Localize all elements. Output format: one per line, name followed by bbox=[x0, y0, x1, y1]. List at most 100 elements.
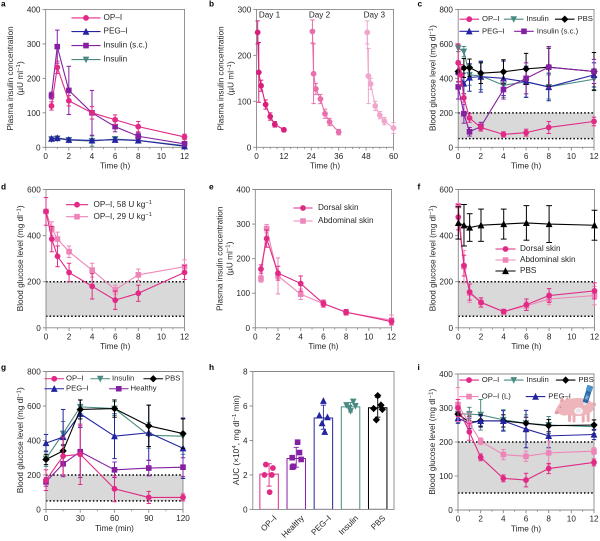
svg-text:0: 0 bbox=[246, 324, 251, 333]
svg-text:Time (h): Time (h) bbox=[511, 524, 541, 533]
svg-text:100: 100 bbox=[238, 97, 252, 106]
svg-text:200: 200 bbox=[238, 51, 252, 60]
svg-text:Insulin (s.c.): Insulin (s.c.) bbox=[104, 41, 148, 50]
svg-text:600: 600 bbox=[27, 185, 41, 194]
svg-text:300: 300 bbox=[439, 404, 453, 413]
svg-text:a: a bbox=[1, 0, 6, 9]
svg-text:36: 36 bbox=[334, 152, 344, 161]
svg-text:OP–I: OP–I bbox=[482, 375, 500, 384]
svg-text:Dorsal skin: Dorsal skin bbox=[520, 244, 561, 253]
svg-text:4: 4 bbox=[501, 152, 506, 161]
svg-text:Time (h): Time (h) bbox=[511, 342, 541, 351]
svg-text:2: 2 bbox=[479, 152, 484, 161]
svg-text:0: 0 bbox=[43, 152, 48, 161]
svg-text:400: 400 bbox=[27, 436, 41, 445]
svg-text:30: 30 bbox=[76, 514, 86, 523]
svg-text:Time (h): Time (h) bbox=[100, 342, 130, 351]
svg-text:B l o o: B l o o d g l u c o s e l e v e l ( m g bbox=[7, 201, 27, 311]
svg-text:10: 10 bbox=[157, 152, 167, 161]
svg-text:PEG–I: PEG–I bbox=[482, 26, 505, 35]
svg-text:h: h bbox=[209, 362, 214, 372]
svg-text:48: 48 bbox=[362, 152, 372, 161]
svg-text:4: 4 bbox=[501, 332, 506, 341]
svg-text:200: 200 bbox=[27, 471, 41, 480]
svg-text:0: 0 bbox=[254, 152, 259, 161]
svg-text:2: 2 bbox=[478, 515, 483, 524]
svg-text:400: 400 bbox=[439, 74, 453, 83]
svg-text:0: 0 bbox=[243, 505, 248, 514]
svg-text:Day 2: Day 2 bbox=[309, 10, 331, 19]
svg-text:10: 10 bbox=[567, 515, 577, 524]
svg-text:OP–I (L): OP–I (L) bbox=[482, 392, 511, 401]
svg-text:d: d bbox=[1, 182, 6, 192]
svg-text:12: 12 bbox=[180, 332, 190, 341]
svg-text:B l o o: B l o o d g l u c o s e l e v e l ( m g bbox=[7, 383, 27, 493]
svg-text:e: e bbox=[209, 182, 214, 192]
svg-text:Insulin: Insulin bbox=[527, 375, 549, 384]
svg-text:2: 2 bbox=[276, 332, 281, 341]
svg-text:400: 400 bbox=[236, 185, 250, 194]
svg-text:2: 2 bbox=[243, 471, 248, 480]
svg-text:g: g bbox=[1, 362, 6, 372]
svg-text:600: 600 bbox=[439, 185, 453, 194]
svg-text:0: 0 bbox=[456, 332, 461, 341]
svg-text:OP–I: OP–I bbox=[104, 13, 123, 22]
svg-text:0: 0 bbox=[449, 324, 454, 333]
svg-text:Insulin (s.c.): Insulin (s.c.) bbox=[537, 26, 579, 35]
svg-text:Time (h): Time (h) bbox=[310, 162, 340, 171]
svg-text:i: i bbox=[418, 362, 420, 372]
svg-text:B l o o: B l o o d g l u c o s e l e v e l ( m g bbox=[419, 384, 439, 494]
svg-text:2: 2 bbox=[67, 152, 72, 161]
svg-text:Insulin: Insulin bbox=[104, 55, 128, 64]
svg-text:OP–I: OP–I bbox=[66, 374, 84, 383]
svg-text:8: 8 bbox=[136, 332, 141, 341]
svg-text:200: 200 bbox=[439, 109, 453, 118]
svg-text:600: 600 bbox=[27, 402, 41, 411]
svg-text:120: 120 bbox=[176, 514, 190, 523]
svg-text:Time (h): Time (h) bbox=[308, 342, 338, 351]
svg-text:Plasma insulin concentration: Plasma insulin concentration bbox=[216, 206, 225, 311]
svg-text:10: 10 bbox=[157, 332, 167, 341]
svg-text:800: 800 bbox=[439, 5, 453, 14]
svg-text:0: 0 bbox=[44, 332, 49, 341]
svg-text:8: 8 bbox=[136, 152, 141, 161]
svg-text:400: 400 bbox=[27, 5, 41, 14]
svg-text:100: 100 bbox=[439, 472, 453, 481]
svg-text:0: 0 bbox=[36, 143, 41, 152]
svg-text:Insulin: Insulin bbox=[527, 14, 549, 23]
svg-text:Time (h): Time (h) bbox=[100, 162, 130, 171]
svg-text:8: 8 bbox=[243, 367, 248, 376]
svg-text:12: 12 bbox=[590, 332, 600, 341]
svg-text:10: 10 bbox=[364, 332, 374, 341]
svg-text:400: 400 bbox=[439, 370, 453, 379]
svg-text:Time (h): Time (h) bbox=[511, 162, 541, 171]
svg-text:O P – I ,: O P – I , 5 8 U k g − 1 bbox=[94, 191, 154, 211]
svg-text:Insulin: Insulin bbox=[112, 374, 134, 383]
svg-text:0: 0 bbox=[448, 143, 453, 152]
svg-text:Dorsal skin: Dorsal skin bbox=[318, 203, 359, 212]
svg-text:200: 200 bbox=[439, 438, 453, 447]
svg-text:600: 600 bbox=[439, 40, 453, 49]
svg-text:6: 6 bbox=[243, 402, 248, 411]
svg-text:12: 12 bbox=[387, 332, 397, 341]
svg-text:10: 10 bbox=[567, 152, 577, 161]
svg-text:f: f bbox=[418, 182, 421, 192]
svg-text:60: 60 bbox=[389, 152, 399, 161]
svg-text:6: 6 bbox=[113, 332, 118, 341]
svg-text:Day 1: Day 1 bbox=[259, 10, 281, 19]
svg-text:300: 300 bbox=[27, 40, 41, 49]
svg-text:100: 100 bbox=[236, 289, 250, 298]
svg-text:400: 400 bbox=[27, 232, 41, 241]
svg-text:6: 6 bbox=[524, 332, 529, 341]
svg-text:90: 90 bbox=[144, 514, 154, 523]
svg-text:0: 0 bbox=[36, 505, 41, 514]
svg-text:12: 12 bbox=[279, 152, 289, 161]
svg-text:Healthy: Healthy bbox=[131, 384, 157, 393]
svg-text:12: 12 bbox=[589, 515, 599, 524]
svg-text:10: 10 bbox=[567, 332, 577, 341]
svg-text:O P – I ,: O P – I , 2 9 U k g − 1 bbox=[94, 203, 154, 223]
svg-text:8: 8 bbox=[547, 332, 552, 341]
svg-text:Day 3: Day 3 bbox=[364, 10, 386, 19]
svg-text:2: 2 bbox=[479, 332, 484, 341]
svg-text:B l o o: B l o o d g l u c o s e l e v e l ( m g bbox=[419, 21, 439, 131]
